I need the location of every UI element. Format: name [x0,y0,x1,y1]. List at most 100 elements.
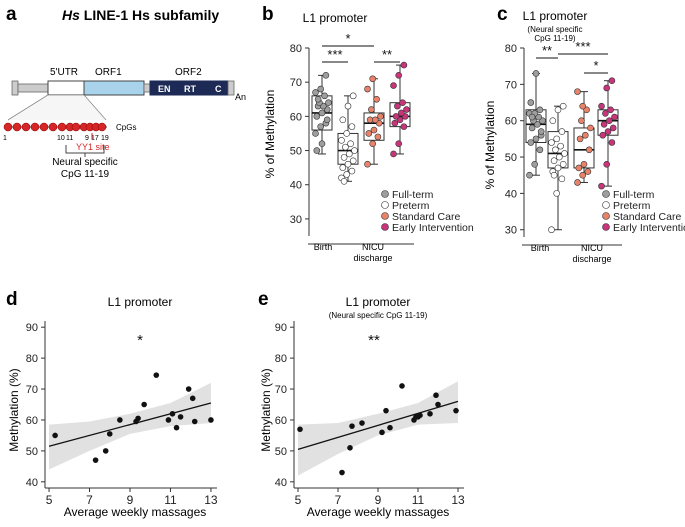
panel-b-group-nicu-2: discharge [353,253,392,263]
line-backbone-left [17,83,49,93]
x-tick-label: 11 [412,493,425,507]
data-point [297,426,303,433]
panel-e-plot: 40 50 60 70 80 90 5 7 9 11 13 ** [275,321,465,507]
panel-d-ylabel: Methylation (%) [7,368,21,451]
data-point [598,102,605,110]
data-point [602,110,609,117]
data-point [390,150,397,158]
data-point [532,70,540,77]
y-tick-label: 60 [290,111,302,123]
cpg-dot [21,122,31,132]
orf2-domain-rt: RT [184,84,196,94]
orf2-domain-c: C [215,84,222,94]
data-point [374,133,382,141]
data-point [323,116,331,124]
data-point [575,164,583,172]
data-point [554,164,562,172]
data-point [338,136,345,144]
utr-label: 5'UTR [50,67,78,78]
panel-e-letter: e [258,289,269,310]
left-cap [11,80,19,96]
panel-c-letter: c [497,4,508,25]
data-point [561,150,568,157]
legend-marker [602,201,610,209]
data-point [394,102,401,110]
data-point [377,113,384,120]
data-point [348,167,356,175]
data-point [321,92,328,100]
data-point [317,123,325,130]
data-point [548,226,555,234]
data-point [395,140,403,148]
panel-d-plot: 40 50 60 70 80 90 5 7 9 11 13 * [26,321,218,507]
data-point [344,102,352,110]
cpg-number-9: 9 [85,135,89,142]
data-point [599,131,607,139]
orf1-label: ORF1 [95,67,122,78]
data-point [527,139,535,146]
data-point [558,175,566,183]
y-tick-label: 40 [290,180,302,192]
y-tick-label: 80 [505,43,517,55]
data-point [399,383,405,389]
panel-b: b L1 promoter % of Methylation 30 40 50 60 7… [262,4,474,263]
confidence-band [49,382,211,470]
y-tick-label: 50 [505,152,517,164]
panel-c-ylabel: % of Methylation [483,101,497,190]
legend-marker [381,223,389,231]
panel-a-title: Hs LINE-1 Hs subfamily [62,7,219,23]
data-point [435,401,441,408]
data-point [555,153,563,161]
data-point [553,190,561,197]
data-point [349,92,357,100]
y-tick-label: 50 [290,146,302,158]
data-point [135,415,141,422]
data-point [369,140,377,148]
legend-label: Early Intervention [392,222,474,234]
data-point [347,444,353,451]
significance-label: * [345,31,350,46]
data-point [185,386,192,392]
data-point [383,407,389,414]
cpg-dot [48,122,58,132]
panel-e-title: L1 promoter [346,295,411,309]
significance-annotation: ** [368,332,380,349]
legend-label: Full-term [392,189,434,201]
panel-c-subtitle-2: CpG 11-19) [534,34,576,43]
data-point [417,412,423,419]
data-point [607,106,614,114]
data-point [117,417,123,423]
data-point [141,401,147,408]
legend-marker [381,190,389,198]
legend-label: Preterm [613,200,651,212]
significance-label: ** [542,43,552,58]
cpg-number-1: 1 [3,135,7,142]
cpg-markers [3,122,107,132]
data-point [312,130,319,137]
data-point [579,171,587,179]
data-point [605,117,613,124]
data-point [531,161,539,168]
data-point [349,157,357,165]
y-tick-label: 50 [275,446,287,458]
data-point [365,130,373,137]
panel-c-group-nicu-2: discharge [572,254,611,264]
panel-d-letter: d [6,289,18,310]
data-point [106,431,113,437]
data-point [608,77,616,85]
panel-e-xlabel: Average weekly massages [307,505,450,519]
data-point [322,72,330,79]
data-point [532,135,540,143]
y-tick-label: 40 [505,188,517,200]
cpg-number-11: 11 [66,135,73,142]
data-point [537,128,545,135]
data-point [600,121,608,128]
neural-label-line1: Neural specific [52,157,118,168]
x-tick-label: 13 [451,493,465,507]
data-point [399,99,406,106]
data-point [368,106,375,113]
data-point [364,160,371,168]
data-point [153,372,160,378]
data-point [553,135,561,143]
